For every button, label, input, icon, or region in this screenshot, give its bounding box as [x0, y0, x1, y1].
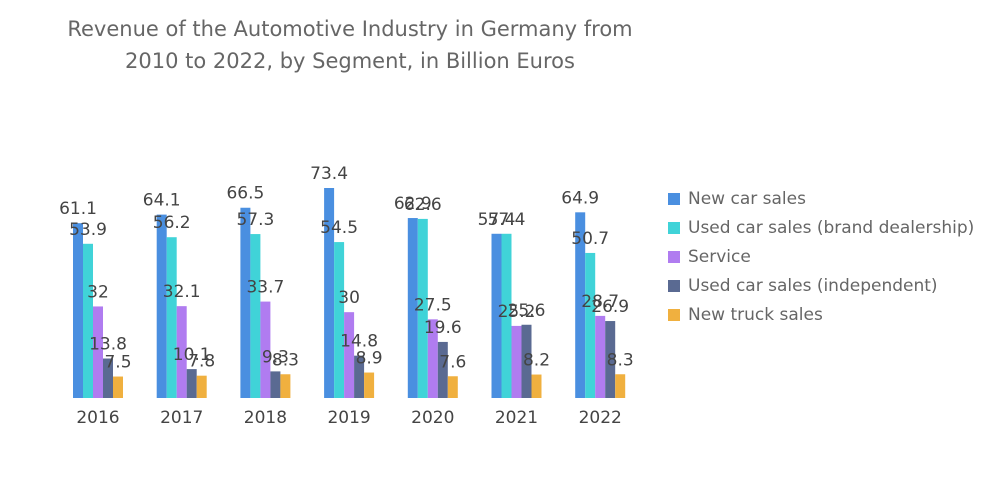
value-label: 9.3: [262, 347, 289, 367]
x-tick-label: 2018: [244, 408, 287, 428]
value-label: 32.1: [163, 282, 201, 302]
value-label: 53.9: [69, 220, 107, 240]
value-label: 64.1: [143, 191, 181, 211]
value-label: 64.9: [561, 188, 599, 208]
legend-swatch: [668, 222, 680, 234]
legend-swatch: [668, 193, 680, 205]
value-label: 57.4: [478, 210, 516, 230]
bar: [585, 252, 596, 398]
legend-label: Service: [688, 247, 751, 267]
bar: [575, 212, 586, 398]
value-label: 7.5: [104, 353, 131, 373]
value-label: 56.2: [153, 213, 191, 233]
value-label: 54.5: [320, 218, 358, 238]
value-label: 7.8: [188, 352, 215, 372]
bar: [417, 218, 428, 398]
value-label: 8.2: [523, 351, 550, 371]
bar: [324, 188, 335, 398]
bar: [427, 319, 438, 398]
value-label: 14.8: [340, 332, 378, 352]
x-tick-label: 2021: [495, 408, 538, 428]
bar: [156, 214, 167, 398]
value-label: 13.8: [89, 335, 127, 355]
bar: [250, 234, 261, 398]
value-label: 62.9: [394, 194, 432, 214]
value-label: 8.3: [607, 350, 634, 370]
bar: [196, 375, 207, 398]
bar: [511, 325, 522, 398]
bar: [280, 374, 291, 398]
bar: [344, 312, 355, 398]
value-label: 30: [338, 288, 360, 308]
x-tick-label: 2020: [411, 408, 454, 428]
bar: [176, 306, 187, 398]
x-tick-label: 2022: [579, 408, 622, 428]
bar: [615, 374, 626, 398]
bar: [240, 207, 251, 398]
value-label: 32: [87, 282, 109, 302]
legend-label: New car sales: [688, 189, 806, 209]
bar: [437, 341, 448, 398]
value-label: 27.5: [414, 295, 452, 315]
value-label: 19.6: [424, 318, 462, 338]
value-label: 73.4: [310, 164, 348, 184]
value-label: 25.6: [508, 301, 546, 321]
x-tick-label: 2016: [76, 408, 119, 428]
bar: [491, 233, 502, 398]
x-tick-label: 2019: [327, 408, 370, 428]
value-label: 62.6: [404, 195, 442, 215]
bar: [73, 223, 83, 398]
chart-title: Revenue of the Automotive Industry in Ge…: [67, 17, 632, 41]
value-label: 26.9: [591, 297, 629, 317]
value-label: 8.3: [272, 350, 299, 370]
bar: [531, 374, 542, 398]
bar: [103, 358, 113, 398]
bar: [270, 371, 281, 398]
bar: [447, 376, 458, 398]
legend-label: Used car sales (brand dealership): [688, 218, 974, 238]
bar: [354, 355, 365, 398]
bar: [113, 376, 123, 398]
value-label: 8.9: [356, 349, 383, 369]
x-tick-label: 2017: [160, 408, 203, 428]
bar: [407, 218, 418, 398]
value-label: 33.7: [246, 278, 284, 298]
value-label: 28.7: [581, 292, 619, 312]
value-label: 61.1: [59, 199, 97, 219]
bar: [83, 243, 93, 398]
bar: [595, 315, 606, 398]
value-label: 57.3: [236, 210, 274, 230]
legend-swatch: [668, 280, 680, 292]
bar: [260, 301, 271, 398]
value-label: 57.4: [488, 210, 526, 230]
bar: [166, 237, 177, 398]
bar: [521, 324, 532, 398]
legend-swatch: [668, 251, 680, 263]
value-label: 7.6: [439, 352, 466, 372]
legend-label: New truck sales: [688, 305, 823, 325]
bar: [93, 306, 103, 398]
value-label: 50.7: [571, 229, 609, 249]
value-label: 66.5: [226, 184, 264, 204]
bar: [186, 369, 197, 398]
bar: [605, 321, 616, 398]
value-label: 25.2: [498, 302, 536, 322]
legend-label: Used car sales (independent): [688, 276, 938, 296]
bar: [334, 242, 345, 398]
value-label: 10.1: [173, 345, 211, 365]
chart-title: 2010 to 2022, by Segment, in Billion Eur…: [125, 49, 575, 73]
legend-swatch: [668, 309, 680, 321]
bar: [364, 372, 375, 398]
bar: [501, 233, 512, 398]
